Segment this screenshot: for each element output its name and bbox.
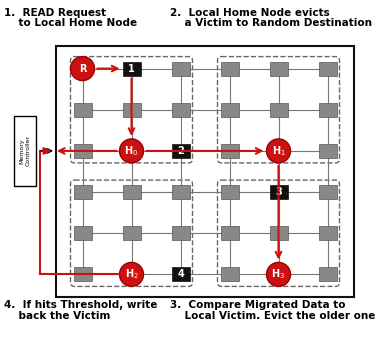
Circle shape	[266, 139, 291, 163]
Bar	[74, 103, 92, 117]
Bar	[74, 226, 92, 240]
Text: back the Victim: back the Victim	[4, 311, 110, 321]
Text: H$_3$: H$_3$	[271, 268, 286, 281]
Bar	[122, 185, 141, 199]
Bar	[56, 46, 354, 297]
Bar	[14, 116, 36, 186]
Text: to Local Home Node: to Local Home Node	[4, 18, 137, 28]
Bar	[221, 267, 238, 281]
Bar	[171, 61, 189, 76]
Text: H$_1$: H$_1$	[271, 144, 285, 158]
Bar	[270, 185, 288, 199]
Text: Local Victim. Evict the older one: Local Victim. Evict the older one	[170, 311, 375, 321]
Bar	[318, 185, 336, 199]
Bar	[122, 61, 141, 76]
Bar	[221, 103, 238, 117]
Bar	[318, 226, 336, 240]
Text: a Victim to Random Destination: a Victim to Random Destination	[170, 18, 372, 28]
Text: 3.  Compare Migrated Data to: 3. Compare Migrated Data to	[170, 300, 345, 310]
Bar	[221, 185, 238, 199]
Bar	[270, 103, 288, 117]
Bar	[318, 144, 336, 158]
Bar	[171, 185, 189, 199]
Text: 4.  If hits Threshold, write: 4. If hits Threshold, write	[4, 300, 157, 310]
Bar	[171, 144, 189, 158]
Bar	[221, 61, 238, 76]
Bar	[318, 103, 336, 117]
Text: Memory
Controller: Memory Controller	[20, 135, 30, 166]
Text: R: R	[79, 64, 86, 74]
Bar	[122, 103, 141, 117]
Circle shape	[70, 57, 94, 81]
Circle shape	[119, 262, 144, 287]
Bar	[171, 267, 189, 281]
Text: 4: 4	[177, 269, 184, 280]
Bar	[270, 61, 288, 76]
Text: H$_0$: H$_0$	[124, 144, 139, 158]
Text: 2.  Local Home Node evicts: 2. Local Home Node evicts	[170, 8, 330, 18]
Bar	[270, 226, 288, 240]
Circle shape	[266, 262, 291, 287]
Bar	[74, 144, 92, 158]
Bar	[74, 267, 92, 281]
Bar	[221, 144, 238, 158]
Bar	[74, 185, 92, 199]
Bar	[318, 267, 336, 281]
Text: 3: 3	[275, 187, 282, 197]
Bar	[122, 226, 141, 240]
Bar	[171, 226, 189, 240]
Circle shape	[119, 139, 144, 163]
Text: 1: 1	[128, 64, 135, 74]
Bar	[221, 226, 238, 240]
Text: 2: 2	[177, 146, 184, 156]
Text: 1.  READ Request: 1. READ Request	[4, 8, 106, 18]
Text: H$_2$: H$_2$	[125, 268, 138, 281]
Bar	[318, 61, 336, 76]
Bar	[171, 103, 189, 117]
